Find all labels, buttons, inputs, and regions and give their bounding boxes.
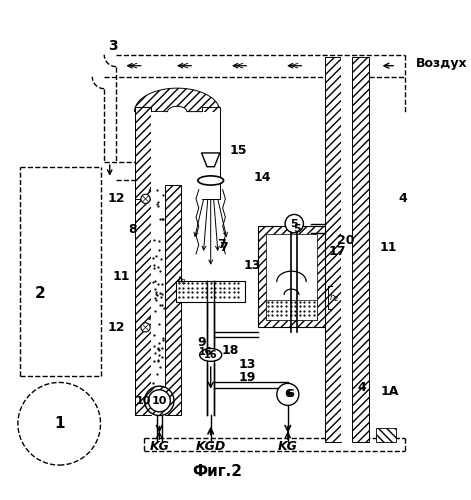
Text: 4: 4: [398, 192, 407, 205]
Text: h: h: [178, 276, 183, 285]
Circle shape: [141, 323, 150, 332]
Bar: [135, 185, 151, 414]
Circle shape: [285, 214, 303, 233]
Text: <: <: [235, 60, 244, 70]
Text: 6: 6: [284, 390, 292, 400]
Text: KG: KG: [278, 440, 298, 453]
Text: h: h: [330, 292, 335, 302]
Text: 17: 17: [328, 244, 346, 258]
Bar: [341, 56, 352, 442]
Text: 10: 10: [152, 396, 167, 406]
Text: Воздух: Воздух: [416, 58, 468, 70]
Text: 1: 1: [181, 280, 186, 285]
Bar: [20, 166, 100, 376]
Text: 6: 6: [287, 390, 294, 400]
Text: 9: 9: [197, 336, 205, 349]
Bar: [151, 112, 165, 199]
Text: 7: 7: [217, 238, 226, 251]
Text: 10: 10: [136, 396, 151, 406]
Bar: [202, 112, 220, 199]
Bar: [259, 226, 325, 328]
Bar: [352, 56, 369, 442]
Text: 2: 2: [334, 296, 338, 302]
Text: 13: 13: [244, 260, 261, 272]
Text: 3: 3: [109, 38, 118, 52]
Text: 5: 5: [293, 224, 301, 234]
Bar: [165, 185, 181, 414]
Text: 14: 14: [254, 171, 271, 184]
Text: 7: 7: [219, 241, 227, 254]
Text: KG: KG: [149, 440, 169, 453]
Ellipse shape: [200, 348, 222, 362]
Bar: [202, 107, 220, 199]
Text: <: <: [290, 60, 299, 70]
Bar: [151, 185, 165, 414]
Text: 5: 5: [291, 218, 298, 228]
Text: 1А: 1А: [381, 385, 399, 398]
Text: Фиг.2: Фиг.2: [192, 464, 242, 479]
Polygon shape: [202, 153, 220, 166]
Text: 4: 4: [357, 380, 366, 394]
Polygon shape: [135, 88, 220, 112]
Bar: [376, 428, 396, 442]
Text: <: <: [179, 60, 189, 70]
Bar: [135, 107, 151, 199]
Text: 16: 16: [198, 347, 212, 357]
Text: 13: 13: [238, 358, 256, 370]
Text: 8: 8: [129, 222, 137, 235]
Circle shape: [277, 384, 299, 406]
Text: 12: 12: [108, 192, 125, 205]
Text: 15: 15: [229, 144, 246, 156]
Text: KGD: KGD: [195, 440, 226, 453]
Bar: [266, 234, 317, 320]
Text: 11: 11: [380, 241, 397, 254]
Bar: [325, 56, 341, 442]
Bar: [176, 282, 244, 302]
Ellipse shape: [198, 176, 224, 185]
Bar: [266, 300, 317, 320]
Text: 19: 19: [238, 372, 256, 384]
Text: 1: 1: [54, 416, 65, 432]
Circle shape: [148, 390, 171, 412]
Text: 2: 2: [34, 286, 45, 301]
Text: 18: 18: [222, 344, 239, 357]
Circle shape: [145, 386, 174, 416]
Circle shape: [141, 194, 150, 203]
Text: 16: 16: [204, 350, 218, 360]
Text: 20: 20: [337, 234, 355, 246]
Text: 12: 12: [108, 321, 125, 334]
Text: <: <: [129, 60, 138, 70]
Text: 11: 11: [113, 270, 130, 283]
